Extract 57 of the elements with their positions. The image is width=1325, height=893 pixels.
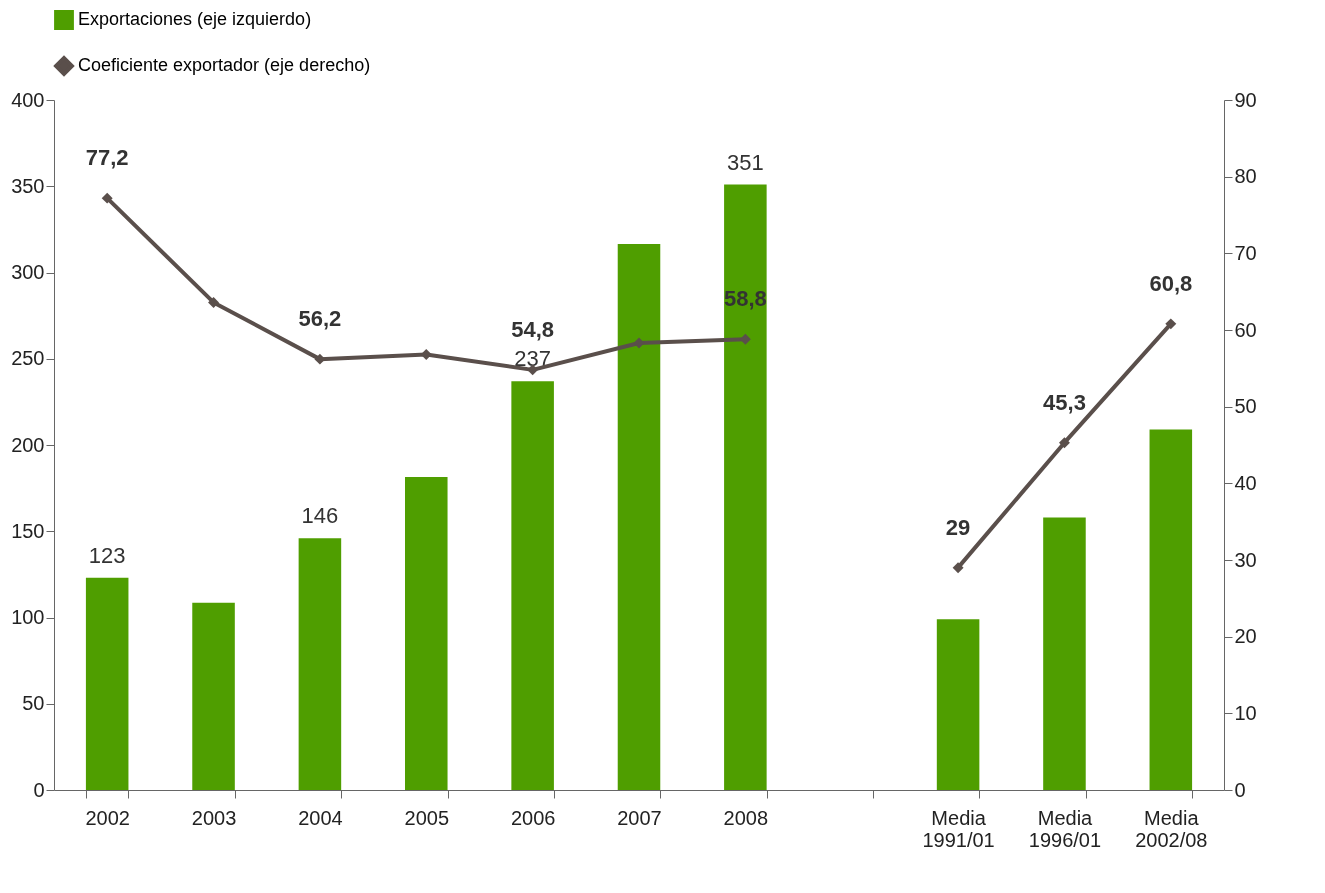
y-tick-label: 0 xyxy=(33,778,45,801)
y-tick-label: 400 xyxy=(11,88,45,111)
x-tick-label: 2007 xyxy=(617,806,662,829)
point xyxy=(208,296,220,308)
bar xyxy=(192,602,235,790)
bar xyxy=(85,577,129,790)
point xyxy=(1165,318,1177,330)
data-label: 56,2 xyxy=(298,306,342,332)
data-label: 123 xyxy=(88,542,126,568)
y2-tick-label: 50 xyxy=(1234,395,1257,418)
bar xyxy=(1043,517,1086,790)
data-label: 351 xyxy=(727,149,764,175)
data-label: 237 xyxy=(514,346,551,372)
bar xyxy=(617,244,661,790)
bar xyxy=(724,184,767,790)
y-tick-label: 250 xyxy=(11,347,45,370)
data-label: 54,8 xyxy=(511,316,555,342)
y-tick-label: 50 xyxy=(22,692,45,715)
x-tick-label: 2003 xyxy=(191,806,237,829)
y2-tick-label: 10 xyxy=(1234,701,1257,724)
y-tick-label: 100 xyxy=(11,606,45,628)
point xyxy=(101,192,113,204)
x-tick-label: 2005 xyxy=(404,806,450,829)
y-tick-label: 300 xyxy=(11,261,45,283)
y2-tick-label: 40 xyxy=(1234,471,1257,494)
y-tick-label: 200 xyxy=(11,433,45,456)
y-tick-label: 150 xyxy=(11,519,45,542)
x-tick-label: 2008 xyxy=(723,806,769,829)
y2-tick-label: 20 xyxy=(1234,625,1257,648)
bar xyxy=(405,476,448,790)
point xyxy=(952,562,964,574)
x-tick-label: Media 1991/01 xyxy=(922,806,995,851)
x-tick-label: 2006 xyxy=(510,806,556,829)
x-tick-label: Media 2002/08 xyxy=(1135,806,1208,851)
y2-tick-label: 60 xyxy=(1234,318,1257,341)
y-tick-label: 350 xyxy=(11,174,45,197)
bar xyxy=(511,381,554,790)
x-tick-label: 2004 xyxy=(298,806,343,829)
data-label: 45,3 xyxy=(1043,389,1086,415)
y2-tick-label: 80 xyxy=(1234,165,1257,188)
x-tick-label: Media 1996/01 xyxy=(1028,806,1102,851)
x-tick-label: 2002 xyxy=(85,806,130,829)
data-label: 146 xyxy=(301,503,339,529)
legend-label: Exportaciones (eje izquierdo) xyxy=(78,9,312,29)
bar xyxy=(298,538,342,790)
y2-tick-label: 90 xyxy=(1234,88,1257,111)
data-label: 60,8 xyxy=(1149,270,1193,296)
data-label: 58,8 xyxy=(723,286,767,312)
y2-tick-label: 0 xyxy=(1234,778,1246,801)
data-label: 29 xyxy=(945,514,971,540)
legend-label: Coeficiente exportador (eje derecho) xyxy=(78,55,371,75)
y2-tick-label: 30 xyxy=(1234,548,1257,571)
bar xyxy=(936,619,980,790)
y2-tick-label: 70 xyxy=(1234,241,1257,264)
bar xyxy=(1149,429,1193,790)
point xyxy=(1058,437,1070,449)
data-label: 77,2 xyxy=(85,145,129,171)
